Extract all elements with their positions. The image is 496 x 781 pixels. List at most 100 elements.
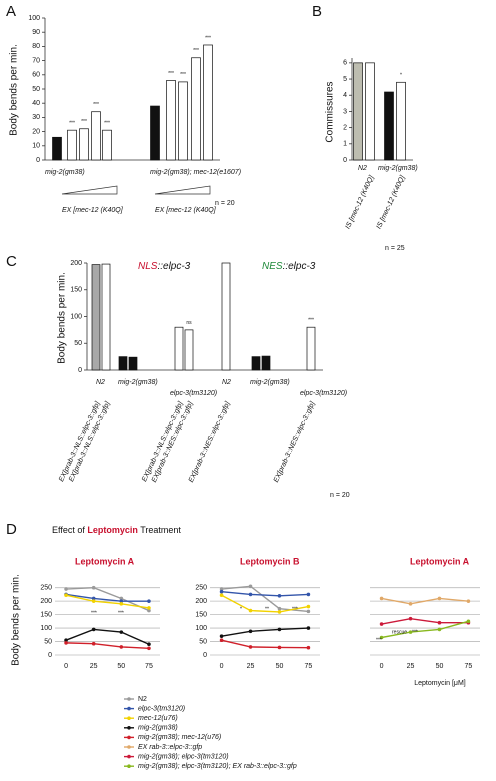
bar: [353, 62, 363, 161]
line: [65, 593, 149, 602]
x-tick-label: 75: [305, 663, 313, 670]
x-tick-label: 50: [276, 663, 284, 670]
significance: ***: [193, 48, 199, 54]
annotation: ***: [91, 610, 97, 616]
y-tick-label: 3: [343, 108, 347, 115]
significance: ***: [104, 121, 110, 127]
point: [379, 635, 384, 640]
x-tick-label: IS [mec-12 (K40Q]: [376, 174, 407, 230]
legend-dot: [127, 697, 131, 701]
y-tick-label: 10: [32, 143, 40, 150]
point: [219, 634, 224, 638]
y-tick-label: 1: [343, 141, 347, 148]
point: [64, 593, 68, 598]
legend-dot: [127, 745, 131, 749]
legend-label: mec-12(u76): [138, 715, 178, 722]
treatment-label: EX [mec-12 (K40Q]: [155, 207, 217, 214]
point: [119, 602, 124, 606]
y-tick-label: 6: [343, 60, 347, 67]
point: [147, 646, 151, 651]
annotation: ***: [412, 629, 418, 635]
y-tick-label: 150: [40, 611, 52, 618]
chart-title: Leptomycin A: [75, 556, 135, 566]
line: [381, 617, 469, 625]
y-tick-label: 50: [74, 340, 82, 347]
title-part: Treatment: [138, 525, 182, 535]
significance: ***: [69, 121, 75, 127]
n-label: n = 25: [385, 245, 405, 252]
y-tick-label: 50: [199, 638, 207, 645]
group-label: elpc-3(tm3120): [170, 390, 217, 397]
point: [306, 609, 311, 614]
point: [248, 629, 253, 634]
point: [219, 589, 224, 594]
y-tick-label: 100: [70, 313, 82, 320]
y-tick-label: 20: [32, 128, 40, 135]
point: [248, 584, 253, 589]
significance: ***: [180, 72, 186, 78]
point: [91, 627, 96, 632]
point: [306, 592, 311, 597]
legend-label: mig-2(gm38); elpc-3(tm3120): [138, 753, 229, 760]
point: [91, 596, 96, 601]
point: [119, 596, 124, 601]
bar: [91, 264, 101, 371]
panel-letter: B: [312, 3, 322, 20]
x-tick-label: 50: [117, 663, 125, 670]
title-part: Effect of: [52, 525, 87, 535]
wedge: [61, 185, 118, 195]
x-tick-label: 25: [247, 663, 255, 670]
line: [221, 585, 309, 613]
point: [147, 642, 151, 647]
y-tick-label: 100: [195, 625, 207, 632]
x-tick-label: 75: [465, 663, 473, 670]
annotation: ***: [292, 606, 298, 612]
group-label: mig-2(gm38): [378, 165, 418, 172]
title-tag: NES: [262, 261, 283, 272]
y-tick-label: 200: [195, 598, 207, 605]
significance: *: [400, 73, 402, 79]
d-title: Effect of Leptomycin Treatment: [52, 525, 181, 535]
group-label: elpc-3(tm3120): [300, 390, 347, 397]
x-tick-label: 0: [220, 663, 224, 670]
significance: ***: [168, 71, 174, 77]
y-tick-label: 200: [70, 260, 82, 267]
x-tick-label: 50: [436, 663, 444, 670]
point: [147, 599, 151, 603]
bar: [365, 62, 375, 161]
point: [379, 622, 384, 626]
x-tick-label: 0: [64, 663, 68, 670]
x-tick-label: 0: [380, 663, 384, 670]
line: [221, 591, 309, 597]
line: [221, 627, 309, 637]
point: [437, 596, 442, 601]
bar: [221, 262, 231, 371]
annotation: ***: [376, 637, 382, 643]
y-tick-label: 200: [40, 598, 52, 605]
point: [437, 620, 442, 625]
chart-title: Leptomycin B: [240, 556, 300, 566]
y-tick-label: 2: [343, 124, 347, 131]
x-tick-label: EX[prab-3::NES::elpc-3::gfp]: [188, 400, 232, 484]
legend-dot: [127, 706, 131, 711]
point: [277, 645, 282, 650]
legend-label: EX rab-3::elpc-3::gfp: [138, 744, 202, 751]
wedge: [154, 185, 211, 195]
legend-label: N2: [138, 696, 147, 703]
legend-label: mig-2(gm38): [138, 725, 178, 732]
y-axis-label: Body bends per min.: [11, 574, 22, 666]
line: [221, 594, 309, 613]
point: [408, 602, 413, 606]
treatment-label: EX [mec-12 (K40Q]: [62, 207, 124, 214]
point: [64, 641, 68, 645]
y-tick-label: 250: [195, 585, 207, 592]
bar: [203, 44, 213, 161]
title-part: Leptomycin: [87, 525, 138, 535]
section-title: NES::elpc-3: [262, 261, 316, 272]
y-tick-label: 0: [343, 157, 347, 164]
bar: [150, 105, 160, 161]
bar: [396, 81, 406, 161]
point: [91, 599, 96, 603]
bar: [174, 326, 184, 371]
